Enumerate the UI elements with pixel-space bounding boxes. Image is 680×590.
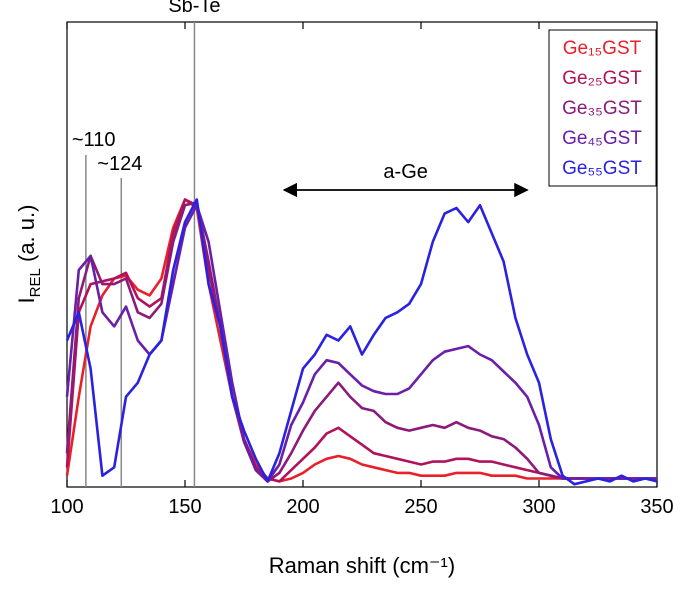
series-line bbox=[65, 198, 658, 486]
x-axis-label: Raman shift (cm⁻¹) bbox=[269, 553, 455, 578]
legend-entry: Ge₃₅GST bbox=[562, 98, 642, 119]
annotation-label: ~110 bbox=[72, 129, 116, 151]
series-line bbox=[65, 203, 657, 483]
annotation-label: ~124 bbox=[97, 153, 142, 175]
x-tick-label: 250 bbox=[404, 496, 437, 518]
legend-entry: Ge₅₅GST bbox=[562, 158, 642, 179]
x-tick-label: 150 bbox=[168, 496, 201, 518]
legend-entry: Ge₄₅GST bbox=[562, 128, 642, 149]
x-tick-label: 350 bbox=[640, 496, 673, 518]
series-line bbox=[65, 201, 657, 483]
series-line bbox=[65, 198, 657, 483]
legend-entry: Ge₁₅GST bbox=[563, 38, 642, 59]
annotation-label: Sb-Te bbox=[168, 0, 220, 17]
legend-box bbox=[548, 29, 657, 187]
range-label: a-Ge bbox=[383, 161, 427, 183]
plot-frame bbox=[66, 21, 658, 488]
y-label-sub: REL bbox=[27, 268, 44, 297]
y-label-rest: (a. u.) bbox=[14, 205, 39, 269]
legend-entry: Ge₂₅GST bbox=[562, 68, 642, 89]
y-axis-label: IREL (a. u.) bbox=[14, 205, 44, 304]
y-label-main: I bbox=[14, 297, 39, 303]
x-tick-label: 200 bbox=[286, 496, 319, 518]
series-line bbox=[65, 198, 657, 483]
x-tick-label: 300 bbox=[522, 496, 555, 518]
x-tick-label: 100 bbox=[50, 496, 83, 518]
